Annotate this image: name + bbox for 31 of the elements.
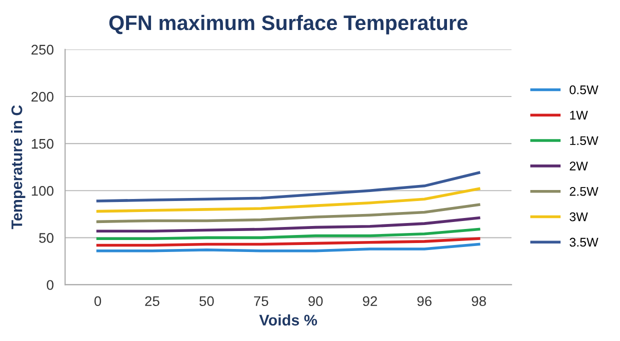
y-tick-label: 250 (32, 44, 54, 55)
line-series (96, 203, 480, 224)
line-series (96, 216, 480, 232)
y-tick-label: 150 (32, 138, 54, 149)
x-tick-label: 90 (308, 296, 323, 306)
x-tick-label: 75 (254, 296, 268, 306)
y-tick-label: 200 (32, 92, 54, 102)
legend-label: 0.5W (570, 85, 598, 94)
legend-label: 1.5W (570, 136, 598, 146)
legend-label: 1W (570, 110, 588, 120)
x-axis-title: Voids % (259, 314, 318, 326)
legend-label: 3.5W (570, 238, 598, 247)
line-series (96, 228, 480, 240)
x-tick-label: 96 (417, 296, 432, 306)
line-series (96, 171, 480, 202)
y-axis-title: Temperature in C (11, 105, 26, 230)
x-tick-label: 50 (199, 296, 214, 306)
x-tick-label: 0 (94, 296, 102, 306)
line-series (96, 242, 480, 252)
line-series (96, 187, 480, 213)
y-tick-label: 50 (39, 233, 54, 243)
x-tick-label: 98 (472, 296, 486, 306)
x-tick-label: 25 (145, 296, 160, 306)
chart-title: QFN maximum Surface Temperature (109, 14, 468, 34)
y-tick-label: 100 (32, 186, 54, 196)
legend-label: 2.5W (570, 186, 598, 196)
y-tick-label: 0 (46, 280, 54, 290)
line-series (96, 237, 480, 247)
x-tick-label: 92 (362, 296, 377, 306)
legend-label: 2W (570, 162, 588, 170)
legend-label: 3W (570, 212, 588, 222)
